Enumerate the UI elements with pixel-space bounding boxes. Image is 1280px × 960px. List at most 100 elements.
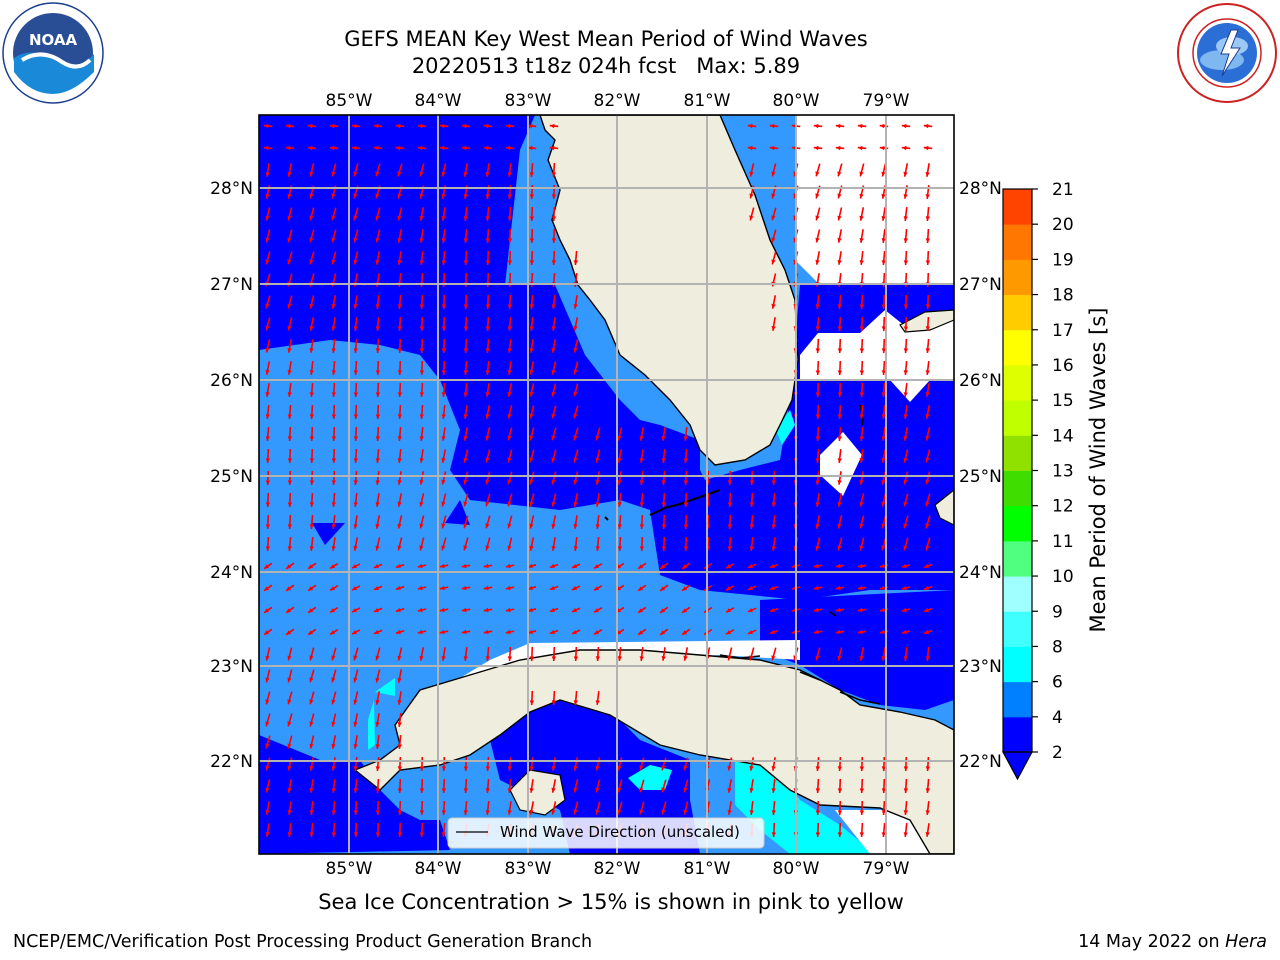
- wind-arrow-head: [375, 237, 380, 243]
- wind-arrow-head: [573, 765, 578, 771]
- wind-arrow-head: [353, 832, 359, 837]
- colorbar-tick-label: 12: [1052, 497, 1074, 517]
- wind-arrow-head: [549, 585, 555, 590]
- wind-arrow-head: [331, 766, 336, 771]
- wind-arrow-head: [441, 171, 446, 177]
- wind-arrow-head: [287, 392, 292, 397]
- wind-arrow-head: [331, 721, 336, 727]
- wind-arrow-head: [551, 413, 556, 419]
- wind-arrow-head: [419, 655, 424, 661]
- wind-arrow-head: [265, 765, 270, 771]
- wind-arrow-head: [726, 630, 731, 635]
- wind-arrow-head: [309, 810, 314, 815]
- lat-label: 27°N: [210, 275, 253, 295]
- wind-arrow-head: [265, 325, 270, 331]
- wind-arrow-head: [287, 259, 292, 265]
- wind-arrow-head: [549, 145, 555, 151]
- wind-arrow-head: [683, 458, 688, 463]
- wind-arrow-head: [463, 171, 468, 177]
- wind-arrow-head: [837, 392, 843, 397]
- wind-arrow-head: [813, 585, 819, 591]
- wind-arrow-head: [749, 171, 754, 177]
- wind-arrow-head: [373, 630, 379, 634]
- wind-arrow-head: [837, 458, 842, 463]
- wind-arrow-head: [441, 238, 446, 243]
- wind-arrow-head: [287, 721, 292, 727]
- wind-arrow-head: [551, 260, 556, 265]
- wind-arrow-head: [527, 145, 533, 151]
- wind-arrow-head: [287, 370, 292, 375]
- wind-arrow-head: [353, 326, 358, 331]
- wind-arrow-head: [331, 436, 337, 441]
- wind-arrow-head: [265, 809, 270, 815]
- wind-arrow-head: [925, 501, 930, 507]
- wind-arrow-head: [331, 458, 337, 463]
- wind-arrow-head: [881, 216, 886, 221]
- wind-arrow-head: [331, 414, 337, 419]
- wind-arrow-head: [441, 260, 446, 265]
- lon-label: 81°W: [684, 859, 731, 879]
- wind-arrow-head: [483, 585, 489, 591]
- wind-arrow-head: [638, 608, 644, 613]
- lon-label: 84°W: [415, 91, 462, 111]
- wind-arrow-head: [265, 172, 270, 177]
- wind-arrow-head: [901, 145, 907, 151]
- wind-arrow-head: [661, 765, 666, 771]
- wind-arrow-head: [660, 564, 666, 569]
- wind-arrow-head: [331, 524, 336, 529]
- wind-arrow-head: [353, 304, 358, 309]
- wind-arrow-head: [309, 524, 314, 529]
- wind-arrow-head: [749, 193, 754, 199]
- wind-arrow-head: [286, 564, 292, 569]
- wind-arrow-head: [287, 171, 292, 177]
- wind-arrow-head: [353, 810, 358, 815]
- wind-arrow-head: [461, 563, 467, 569]
- wind-arrow-head: [419, 392, 424, 397]
- wind-arrow-head: [441, 788, 447, 793]
- wind-arrow-head: [837, 788, 843, 793]
- wind-arrow-head: [925, 656, 930, 661]
- wind-arrow-head: [683, 524, 689, 529]
- wind-arrow-head: [617, 809, 622, 815]
- wind-arrow-head: [397, 655, 402, 661]
- colorbar-segment: [1003, 364, 1032, 401]
- wind-arrow-head: [881, 457, 886, 463]
- wind-arrow-head: [441, 348, 447, 353]
- wind-arrow-head: [859, 260, 864, 265]
- wind-arrow-head: [527, 563, 533, 568]
- wind-arrow-head: [549, 563, 555, 568]
- wind-arrow-head: [331, 655, 336, 661]
- wind-arrow-head: [441, 326, 447, 331]
- wind-arrow-head: [903, 766, 909, 771]
- wind-arrow-head: [903, 304, 909, 309]
- wind-arrow-head: [857, 585, 863, 591]
- wind-arrow-head: [375, 744, 380, 749]
- wind-arrow-head: [595, 809, 600, 815]
- wind-arrow-head: [815, 788, 820, 793]
- wind-arrow-head: [594, 608, 599, 613]
- wind-arrow-head: [901, 585, 907, 590]
- wind-arrow-head: [331, 171, 336, 177]
- wind-arrow-head: [573, 347, 578, 353]
- wind-arrow-head: [397, 501, 402, 507]
- colorbar-segment: [1003, 681, 1032, 718]
- colorbar-segment: [1003, 400, 1032, 436]
- colorbar-tick-label: 9: [1052, 602, 1063, 622]
- wind-arrow-head: [835, 145, 841, 151]
- wind-arrow-head: [551, 656, 557, 661]
- footer-credit: NCEP/EMC/Verification Post Processing Pr…: [13, 932, 593, 952]
- wind-arrow-head: [352, 564, 357, 569]
- wind-arrow-head: [903, 392, 908, 397]
- wind-arrow-head: [439, 585, 445, 591]
- wind-arrow-head: [683, 480, 688, 485]
- wind-arrow-head: [771, 326, 776, 331]
- wind-arrow-head: [901, 607, 907, 612]
- wind-arrow-head: [881, 479, 886, 485]
- wind-arrow-head: [309, 193, 314, 199]
- wind-arrow-head: [815, 545, 820, 551]
- wind-arrow-head: [638, 586, 644, 591]
- wind-arrow-head: [903, 238, 908, 243]
- wind-arrow-head: [683, 436, 688, 441]
- wind-arrow-head: [638, 630, 644, 635]
